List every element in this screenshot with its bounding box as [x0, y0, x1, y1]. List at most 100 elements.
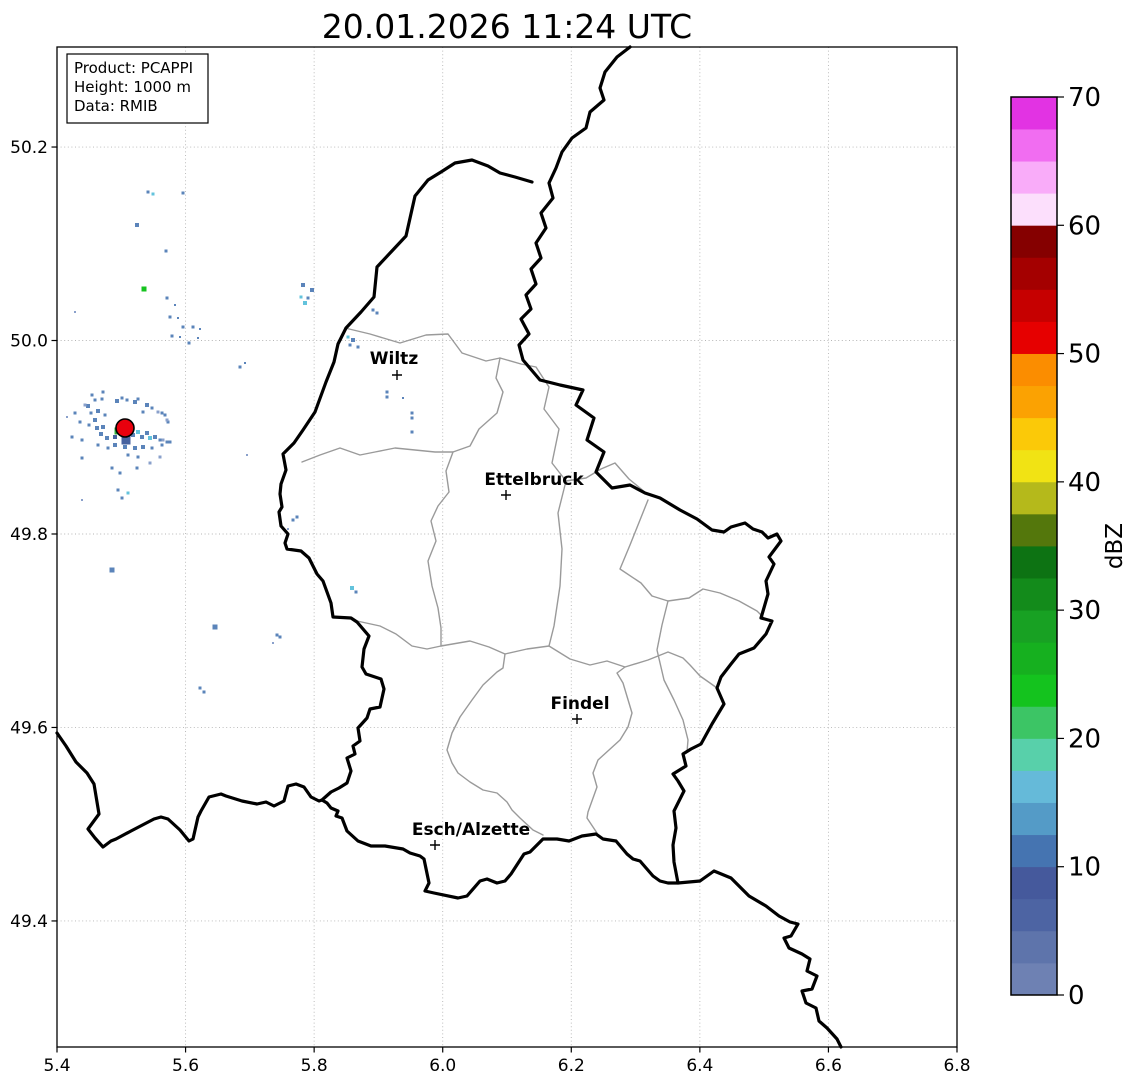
echo-pixel — [126, 453, 130, 457]
echo-pixel — [141, 410, 145, 414]
echo-pixel — [160, 443, 164, 447]
echo-pixel — [199, 328, 201, 330]
echo-pixel — [106, 446, 110, 450]
colorbar-segment — [1011, 96, 1057, 130]
echo-pixel — [212, 624, 218, 630]
colorbar-segment — [1011, 866, 1057, 900]
x-tick-label: 6.8 — [943, 1056, 970, 1076]
echo-pixel — [135, 466, 139, 470]
echo-pixel — [125, 398, 129, 402]
city-label: Findel — [550, 694, 609, 714]
y-tick-label: 49.4 — [10, 912, 48, 932]
echo-pixel — [150, 406, 154, 410]
colorbar-segment — [1011, 321, 1057, 354]
echo-pixel — [301, 283, 305, 287]
echo-pixel — [179, 336, 181, 338]
colorbar-segment — [1011, 224, 1057, 258]
echo-pixel — [165, 440, 169, 444]
x-tick-label: 6.2 — [558, 1056, 585, 1076]
echo-pixel — [103, 413, 107, 417]
city-plus-marker — [572, 714, 582, 724]
info-height: Height: 1000 m — [74, 78, 191, 96]
district-border-path — [356, 620, 718, 689]
echo-pixel — [87, 423, 91, 427]
echo-pixel — [74, 311, 76, 313]
echo-pixel — [402, 397, 404, 399]
district-border-path — [301, 447, 454, 463]
colorbar-segment — [1011, 545, 1057, 579]
echo-pixel — [141, 445, 145, 449]
echo-pixel — [278, 635, 282, 639]
echo-pixel — [272, 642, 274, 644]
country-borders — [55, 45, 843, 1049]
echo-pixel — [136, 430, 140, 434]
echo-pixel — [145, 431, 149, 435]
echo-pixel — [348, 343, 352, 347]
info-box-frame — [66, 53, 209, 124]
echo-pixel — [133, 446, 137, 450]
echo-pixel — [244, 362, 246, 364]
echo-pixel — [187, 341, 191, 345]
city-markers: Wiltz Ettelbruck Findel Esch/Alzette — [370, 349, 610, 850]
echo-pixel — [410, 416, 414, 420]
x-tick-label: 6.4 — [686, 1056, 713, 1076]
colorbar-tick-label: 70 — [1068, 83, 1101, 113]
colorbar-tick-label: 60 — [1068, 211, 1101, 241]
echo-pixel — [131, 433, 135, 437]
y-tick-label: 50.0 — [10, 332, 48, 352]
echo-pixel — [161, 438, 165, 442]
echo-pixel — [356, 345, 360, 349]
echo-pixel — [197, 337, 199, 339]
echo-pixel — [100, 397, 104, 401]
city: Esch/Alzette — [412, 820, 530, 850]
district-borders — [301, 327, 764, 836]
echo-pixel — [120, 396, 124, 400]
echo-pixel — [90, 393, 94, 397]
colorbar-segment — [1011, 417, 1057, 451]
echo-pixel — [133, 400, 137, 404]
colorbar-segment — [1011, 834, 1057, 868]
colorbar-tick-label: 40 — [1068, 468, 1101, 498]
y-tick-label: 50.2 — [10, 138, 48, 158]
echo-pixel — [306, 296, 310, 300]
echo-pixel — [371, 308, 375, 312]
colorbar-segment — [1011, 802, 1057, 836]
colorbar-tick-label: 50 — [1068, 340, 1101, 370]
echo-pixel — [120, 496, 124, 500]
echo-pixel — [73, 411, 77, 415]
city: Findel — [550, 694, 610, 724]
echo-pixel — [287, 528, 289, 530]
echo-pixel — [89, 411, 93, 415]
echo-pixel — [410, 430, 414, 434]
colorbar-segment — [1011, 160, 1057, 194]
echo-pixel — [246, 454, 248, 456]
echo-pixel — [354, 590, 358, 594]
echo-pixel — [198, 686, 202, 690]
colorbar-segment — [1011, 962, 1057, 996]
echo-pixel — [101, 390, 105, 394]
echo-pixel — [95, 426, 99, 430]
echo-pixel — [136, 397, 140, 401]
echo-pixel — [168, 315, 172, 319]
echo-pixel — [101, 425, 105, 429]
colorbar-segment — [1011, 673, 1057, 707]
colorbar-label: dBZ — [1102, 523, 1128, 569]
info-data-source: Data: RMIB — [74, 97, 158, 115]
echo-pixel — [350, 586, 354, 590]
colorbar-segment — [1011, 289, 1057, 322]
echo-pixel — [141, 286, 147, 292]
x-tick-label: 6.6 — [815, 1056, 842, 1076]
echo-pixel — [303, 301, 307, 305]
colorbar-segment — [1011, 513, 1057, 547]
echo-pixel — [123, 445, 127, 449]
echo-pixel — [168, 440, 172, 444]
echo-pixel — [113, 435, 117, 439]
echo-pixel — [78, 420, 82, 424]
x-tick-label: 6.0 — [429, 1056, 456, 1076]
echo-pixel — [148, 436, 152, 440]
echo-pixel — [109, 567, 115, 573]
echo-pixel — [181, 325, 185, 329]
echo-pixel — [238, 365, 242, 369]
echo-pixel — [164, 249, 168, 253]
